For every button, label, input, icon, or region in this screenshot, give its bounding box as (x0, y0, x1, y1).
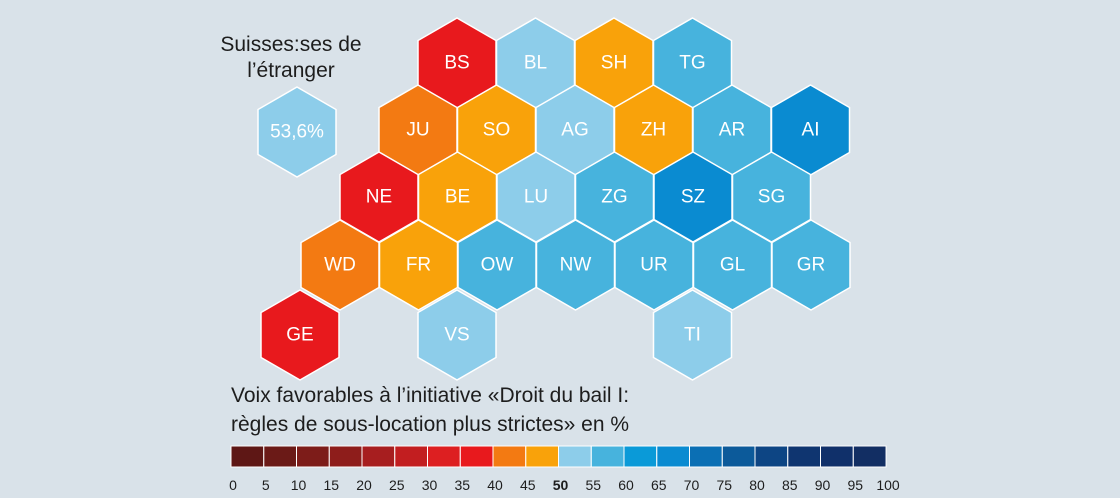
legend-swatch (361, 445, 396, 468)
legend-tick-45: 45 (520, 477, 536, 493)
legend-swatch (525, 445, 560, 468)
legend-tick-20: 20 (356, 477, 372, 493)
legend-swatch (623, 445, 658, 468)
legend-tick-80: 80 (749, 477, 765, 493)
legend-tick-labels: 0 5 10 15 20 25 30 35 40 45 50 55 60 65 70 75 80 85 90 95 10… (229, 477, 900, 493)
legend-swatch (230, 445, 265, 468)
canton-label: BL (524, 53, 547, 74)
canton-label: TI (684, 325, 701, 346)
canton-label: AG (561, 120, 588, 141)
canton-label: AR (719, 120, 745, 141)
canton-label: ZG (601, 187, 627, 208)
abroad-block: Suisses:ses de l’étranger 53,6% (220, 33, 362, 178)
canton-label: AI (802, 120, 820, 141)
abroad-title-line1: Suisses:ses de (220, 33, 361, 56)
legend-tick-25: 25 (389, 477, 405, 493)
legend-swatch (820, 445, 854, 468)
legend-swatch (656, 445, 691, 468)
legend-tick-50: 50 (553, 477, 569, 493)
canton-hexes: BS BL SH TG JU SO AG ZH AR AI NE BE LU ZG SZ SG WD FR OW NW… (260, 17, 851, 381)
canton-label: VS (444, 325, 469, 346)
legend-tick-85: 85 (782, 477, 798, 493)
legend-tick-65: 65 (651, 477, 667, 493)
canton-label: NE (366, 187, 392, 208)
canton-label: JU (406, 120, 429, 141)
legend-swatch (558, 445, 592, 468)
legend-tick-40: 40 (487, 477, 503, 493)
canton-label: BS (444, 53, 469, 74)
canton-label: TG (679, 53, 705, 74)
canton-label: WD (324, 255, 356, 276)
canton-label: UR (640, 255, 667, 276)
legend-tick-100: 100 (876, 477, 900, 493)
abroad-value: 53,6% (270, 122, 324, 143)
legend-swatch (459, 445, 494, 468)
canton-hex-vs: VS (417, 289, 497, 381)
legend-tick-35: 35 (455, 477, 471, 493)
legend-swatch (328, 445, 363, 468)
canton-hex-ow: OW (457, 219, 537, 311)
legend-swatch (721, 445, 756, 468)
legend-tick-5: 5 (262, 477, 270, 493)
abroad-hex (257, 86, 337, 178)
canton-hex-nw: NW (535, 219, 616, 311)
legend-tick-0: 0 (229, 477, 237, 493)
canton-hex-ai: AI (770, 84, 851, 176)
canton-label: NW (560, 255, 592, 276)
canton-hex-ti: TI (652, 289, 733, 381)
canton-label: OW (481, 255, 514, 276)
legend-title-line1: Voix favorables à l’initiative «Droit du… (231, 384, 629, 407)
canton-label: SH (601, 53, 627, 74)
legend-tick-95: 95 (848, 477, 864, 493)
legend-swatch (394, 445, 429, 468)
canton-label: LU (524, 187, 548, 208)
legend-swatch (689, 445, 723, 468)
legend: Voix favorables à l’initiative «Droit du… (229, 384, 900, 493)
canton-hex-gr: GR (771, 219, 851, 311)
canton-label: SZ (681, 187, 706, 208)
legend-swatch (296, 445, 330, 468)
legend-tick-30: 30 (422, 477, 438, 493)
legend-color-scale (230, 445, 887, 468)
legend-swatch (754, 445, 789, 468)
canton-hex-shape (260, 289, 340, 381)
canton-label: BE (445, 187, 470, 208)
legend-tick-60: 60 (618, 477, 634, 493)
legend-swatch (852, 445, 887, 468)
canton-label: SG (758, 187, 785, 208)
canton-label: GR (797, 255, 826, 276)
legend-swatch (492, 445, 527, 468)
legend-tick-15: 15 (324, 477, 340, 493)
canton-label: GL (720, 255, 745, 276)
canton-hex-ur: UR (614, 219, 694, 311)
canton-label: ZH (641, 120, 666, 141)
abroad-title-line2: l’étranger (247, 59, 335, 82)
legend-tick-10: 10 (291, 477, 307, 493)
legend-swatch (427, 445, 461, 468)
canton-hex-sg: SG (731, 151, 812, 243)
canton-label: GE (286, 325, 313, 346)
legend-swatch (787, 445, 822, 468)
legend-tick-90: 90 (815, 477, 831, 493)
legend-swatch (590, 445, 625, 468)
legend-tick-55: 55 (586, 477, 602, 493)
legend-tick-75: 75 (717, 477, 733, 493)
canton-hex-shape (652, 289, 733, 381)
legend-title-line2: règles de sous-location plus strictes» e… (231, 413, 629, 436)
canton-hex-shape (417, 289, 497, 381)
canton-hex-ge: GE (260, 289, 340, 381)
canton-hex-tg: TG (652, 17, 733, 109)
canton-hex-shape (771, 219, 851, 311)
canton-label: SO (483, 120, 510, 141)
canton-label: FR (406, 255, 431, 276)
legend-tick-70: 70 (684, 477, 700, 493)
legend-swatch (263, 445, 298, 468)
